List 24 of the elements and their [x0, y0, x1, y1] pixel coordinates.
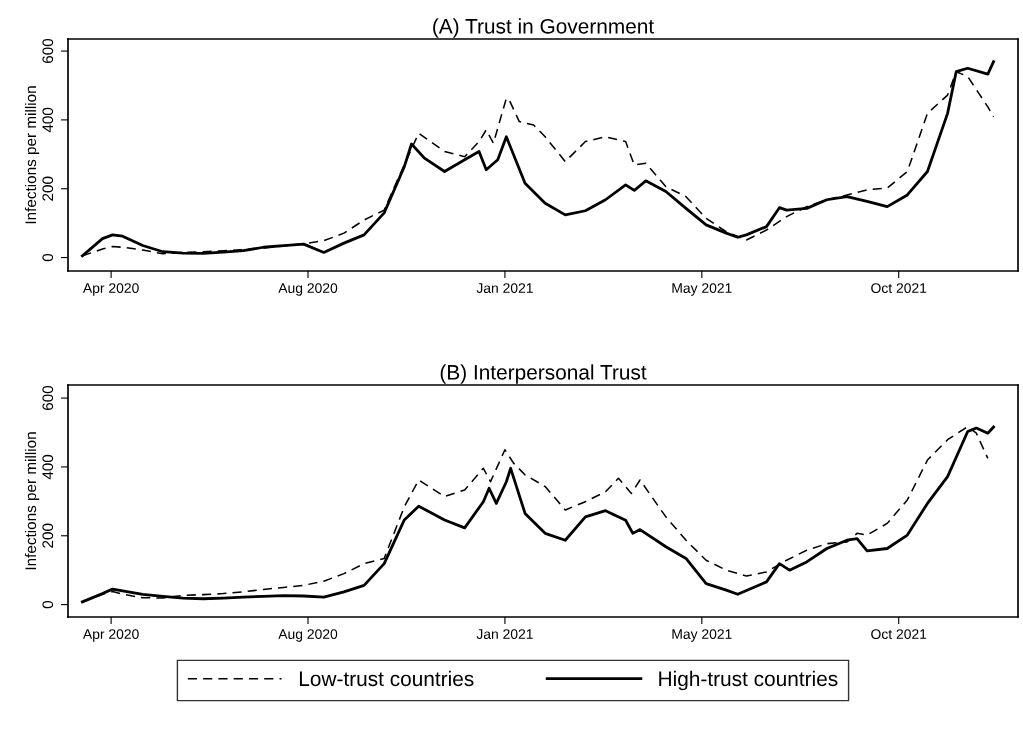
x-tick-label: Oct 2021: [871, 283, 927, 294]
x-tick-label: May 2021: [672, 629, 732, 642]
y-axis-title: Infections per million: [24, 432, 40, 570]
x-tick-label: Apr 2020: [82, 283, 139, 296]
legend-label: High-trust countries: [659, 670, 838, 691]
y-tick-label: 400: [42, 107, 54, 133]
y-tick-label: 400: [42, 454, 54, 480]
y-axis-title: Infections per million: [24, 86, 40, 224]
y-tick-label: 0: [42, 253, 54, 262]
legend-label: Low-trust countries: [299, 670, 474, 687]
y-tick-label: 600: [42, 385, 54, 411]
x-tick-label: Aug 2020: [278, 283, 338, 296]
y-tick-label: 200: [42, 176, 54, 201]
x-tick-label: Oct 2021: [871, 629, 927, 640]
chart-title: (B) Interpersonal Trust: [440, 364, 647, 384]
x-tick-label: May 2021: [672, 283, 732, 296]
chart-title: (A) Trust in Government: [433, 18, 654, 38]
x-tick-label: Jan 2021: [476, 283, 533, 294]
y-tick-label: 0: [42, 600, 54, 609]
x-tick-label: Aug 2020: [278, 629, 338, 642]
x-tick-label: Apr 2020: [82, 629, 139, 642]
y-tick-label: 600: [42, 38, 54, 64]
x-tick-label: Jan 2021: [476, 629, 533, 640]
y-tick-label: 200: [42, 523, 54, 548]
